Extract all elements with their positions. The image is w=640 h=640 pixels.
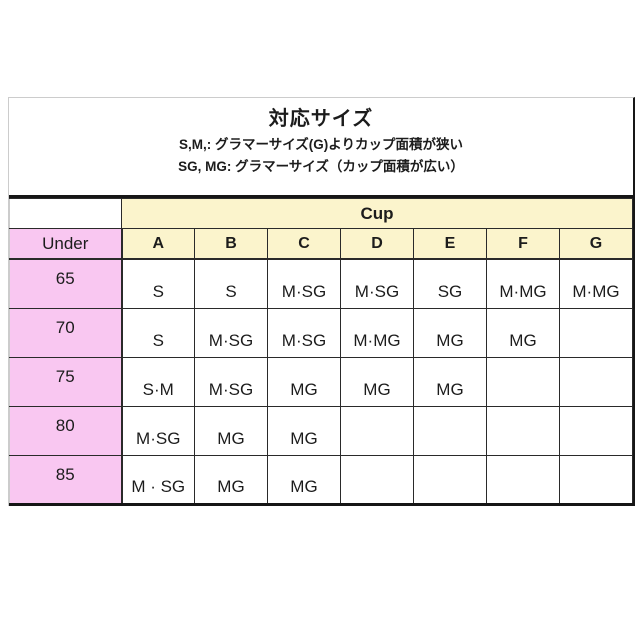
size-cell: M·SG [194,356,268,407]
size-cell: MG [486,307,560,358]
size-cell [559,454,633,505]
under-value: 80 [9,405,123,456]
table-row-under-85: 85 M · SG MG MG [9,454,633,505]
under-value: 70 [9,307,123,358]
col-header-e: E [413,228,487,260]
size-cell: S [121,258,195,309]
size-chart-panel: 対応サイズ S,M,: グラマーサイズ(G)よりカップ面積が狭い SG, MG:… [8,97,635,506]
col-header-c: C [267,228,341,260]
under-value: 75 [9,356,123,407]
under-value: 65 [9,258,123,309]
size-cell: MG [340,356,414,407]
size-cell [340,454,414,505]
col-header-d: D [340,228,414,260]
col-header-a: A [121,228,195,260]
size-cell [486,356,560,407]
size-cell [559,356,633,407]
note-slim-sizes: S,M,: グラマーサイズ(G)よりカップ面積が狭い [178,137,464,152]
size-cell [340,405,414,456]
table-row-under-80: 80 M·SG MG MG [9,405,633,456]
size-cell [486,405,560,456]
size-cell: MG [194,405,268,456]
size-cell: SG [413,258,487,309]
size-cell: MG [194,454,268,505]
size-cell: MG [267,454,341,505]
size-cell: MG [413,307,487,358]
size-cell: S [194,258,268,309]
column-header-row: Under A B C D E F G [9,228,633,260]
size-cell: M·MG [340,307,414,358]
chart-title: 対応サイズ [268,108,374,130]
size-cell: M·SG [267,307,341,358]
size-cell: MG [413,356,487,407]
col-header-b: B [194,228,268,260]
table-row-under-65: 65 S S M·SG M·SG SG M·MG M·MG [9,258,633,309]
size-cell [559,405,633,456]
size-cell: M · SG [121,454,195,505]
size-cell: MG [267,356,341,407]
size-cell: M·MG [559,258,633,309]
size-cell: M·MG [486,258,560,309]
col-header-g: G [559,228,633,260]
corner-cell [9,198,122,229]
size-cell: M·SG [194,307,268,358]
size-cell: M·SG [121,405,195,456]
size-cell: MG [267,405,341,456]
note-glamour-sizes: SG, MG: グラマーサイズ（カップ面積が広い） [178,159,464,174]
table-row-under-70: 70 S M·SG M·SG M·MG MG MG [9,307,633,358]
size-cell: M·SG [340,258,414,309]
size-cell [413,405,487,456]
size-cell: S [121,307,195,358]
cup-header-row: Cup [9,198,633,229]
size-cell [559,307,633,358]
size-table: Cup Under A B C D E F G 65 S S M·SG M·SG… [9,198,633,506]
size-cell [413,454,487,505]
size-cell: M·SG [267,258,341,309]
size-cell [486,454,560,505]
table-row-under-75: 75 S·M M·SG MG MG MG [9,356,633,407]
col-header-f: F [486,228,560,260]
cup-header: Cup [121,198,633,229]
under-value: 85 [9,454,123,505]
under-header: Under [9,228,123,260]
size-cell: S·M [121,356,195,407]
title-block: 対応サイズ S,M,: グラマーサイズ(G)よりカップ面積が狭い SG, MG:… [9,98,633,198]
